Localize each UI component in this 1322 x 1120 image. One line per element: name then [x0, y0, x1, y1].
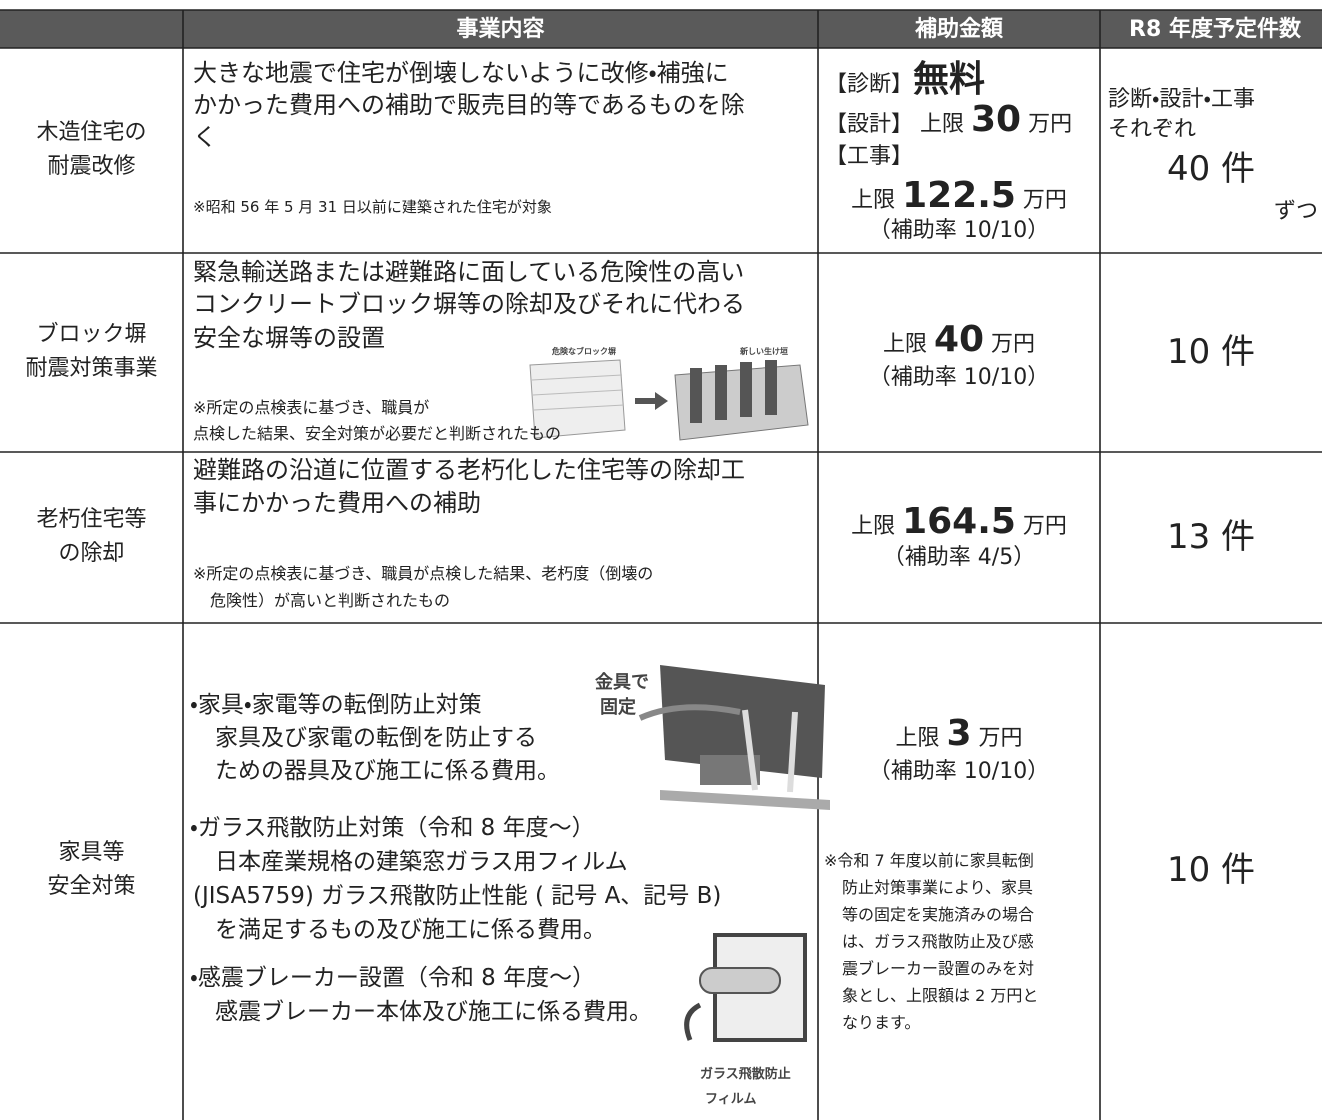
content-note: 点検した結果、安全対策が必要だと判断されたもの	[193, 423, 562, 443]
image-label: 金具で	[595, 672, 649, 694]
amount-text: 上限	[851, 514, 903, 539]
amount-line: 【工事】	[825, 137, 913, 177]
amount-text: 万円	[984, 332, 1036, 357]
amount-text: 【設計】 上限	[825, 112, 971, 137]
amount-text: 万円	[971, 726, 1023, 751]
amount-text: （補助率 4/5）	[882, 545, 1036, 570]
furniture-illustration	[638, 665, 830, 810]
amount-note: なります。	[842, 1012, 921, 1032]
count-text: 13 件	[1166, 516, 1256, 557]
amount-text: 上限	[882, 332, 934, 357]
amount-line: （補助率 10/10）	[818, 752, 1100, 792]
amount-text: 上限	[851, 188, 903, 213]
content-text: 緊急輸送路または避難路に面している危険性の高い	[193, 258, 745, 287]
content-note: ※所定の点検表に基づき、職員が点検した結果、老朽度（倒壊の	[193, 563, 654, 583]
amount-note: 等の固定を実施済みの場合	[842, 904, 1035, 924]
amount-line: 上限 3 万円	[818, 714, 1100, 754]
amount-text: （補助率 10/10）	[868, 759, 1050, 784]
amount-text: 【診断】	[825, 72, 914, 97]
header-cell: 補助金額	[914, 16, 1003, 42]
amount-line: 【設計】 上限 30 万円	[825, 100, 1072, 140]
image-label: ガラス飛散防止	[700, 1066, 791, 1082]
content-text: コンクリートブロック塀等の除却及びそれに代わる	[193, 290, 745, 319]
film-illustration	[684, 933, 807, 1042]
row-name: の除却	[58, 541, 125, 567]
count-text: 診断・設計・工事	[1108, 86, 1255, 112]
amount-text: 万円	[1021, 112, 1073, 137]
content-text: 事にかかった費用への補助	[193, 489, 481, 518]
count-text: 10 件	[1166, 849, 1256, 890]
content-note: ※所定の点検表に基づき、職員が	[193, 397, 430, 417]
amount-line: 上限 164.5 万円	[818, 502, 1100, 542]
grid	[0, 9, 1322, 1120]
block-wall-illustration	[529, 359, 809, 441]
amount-value: 122.5	[902, 175, 1016, 216]
amount-value: 3	[946, 713, 972, 754]
amount-text: 万円	[1015, 514, 1067, 539]
row-name: 家具等	[58, 840, 125, 866]
row-name: 耐震対策事業	[25, 356, 158, 382]
content-text: かかった費用への補助で販売目的等であるものを除	[193, 91, 745, 120]
amount-line: 【診断】無料	[825, 60, 985, 100]
amount-line: 上限 122.5 万円	[818, 176, 1100, 216]
row-name: 老朽住宅等	[36, 507, 147, 533]
content-text: 家具及び家電の転倒を防止する	[215, 724, 537, 751]
amount-note: ※令和 7 年度以前に家具転倒	[824, 850, 1034, 870]
amount-value: 30	[971, 99, 1022, 140]
content-text: ・ガラス飛散防止対策（令和 8 年度～）	[190, 814, 595, 841]
row-name: 耐震改修	[47, 154, 136, 180]
count-text: それぞれ	[1108, 116, 1197, 142]
image-label: 危険なブロック塀	[552, 347, 616, 357]
amount-text: 上限	[895, 726, 947, 751]
amount-value: 無料	[913, 59, 986, 100]
row-name: ブロック塀	[36, 322, 147, 348]
content-text: 避難路の沿道に位置する老朽化した住宅等の除却工	[193, 456, 745, 485]
amount-note: 象とし、上限額は 2 万円と	[842, 985, 1039, 1005]
content-text: 安全な塀等の設置	[193, 324, 385, 353]
amount-value: 164.5	[902, 501, 1016, 542]
row-name: 安全対策	[47, 874, 136, 900]
amount-note: 防止対策事業により、家具	[842, 877, 1034, 897]
content-text: ・家具・家電等の転倒防止対策	[190, 691, 482, 718]
content-text: 日本産業規格の建築窓ガラス用フィルム	[215, 848, 628, 875]
content-text: ための器具及び施工に係る費用。	[215, 757, 560, 784]
image-label: 新しい生け垣	[740, 347, 788, 357]
amount-line: （補助率 10/10）	[818, 358, 1100, 398]
amount-text: 万円	[1015, 188, 1067, 213]
amount-value: 40	[933, 319, 985, 360]
count-text: ずつ	[1273, 198, 1318, 224]
row-name: 木造住宅の	[36, 120, 147, 146]
content-note: 危険性）が高いと判断されたもの	[210, 590, 451, 610]
header-cell: 事業内容	[456, 16, 545, 42]
header-bg	[0, 10, 1322, 48]
amount-text: 【工事】	[825, 144, 914, 169]
content-text: ・感震ブレーカー設置（令和 8 年度～）	[190, 964, 596, 991]
content-text: 大きな地震で住宅が倒壊しないように改修・補強に	[193, 59, 729, 88]
content-text: (JISA5759) ガラス飛散防止性能 ( 記号 A、記号 B)	[193, 882, 722, 909]
content-text: く	[193, 123, 217, 152]
count-text: 10 件	[1166, 331, 1256, 372]
content-text: を満足するもの及び施工に係る費用。	[215, 916, 606, 943]
amount-note: 震ブレーカー設置のみを対	[842, 958, 1035, 978]
content-text: 感震ブレーカー本体及び施工に係る費用。	[215, 998, 652, 1025]
amount-line: （補助率 10/10）	[818, 211, 1100, 251]
image-label: 固定	[600, 697, 636, 719]
header-cell: R8 年度予定件数	[1129, 16, 1301, 42]
amount-note: は、ガラス飛散防止及び感	[842, 931, 1034, 951]
amount-text: （補助率 10/10）	[868, 365, 1050, 390]
amount-line: （補助率 4/5）	[818, 538, 1100, 578]
count-text: 40 件	[1166, 149, 1256, 190]
content-note: ※昭和 56 年 5 月 31 日以前に建築された住宅が対象	[193, 197, 552, 216]
image-label: フィルム	[705, 1091, 757, 1107]
amount-line: 上限 40 万円	[818, 320, 1100, 360]
amount-text: （補助率 10/10）	[868, 218, 1050, 243]
